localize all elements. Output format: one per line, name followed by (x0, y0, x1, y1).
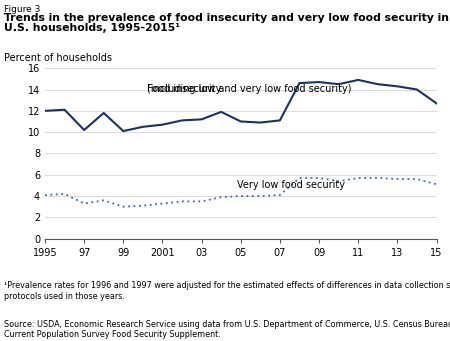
Text: (including low and very low food security): (including low and very low food securit… (147, 72, 351, 94)
Text: Figure 3: Figure 3 (4, 5, 41, 14)
Text: U.S. households, 1995-2015¹: U.S. households, 1995-2015¹ (4, 23, 180, 33)
Text: Trends in the prevalence of food insecurity and very low food security in: Trends in the prevalence of food insecur… (4, 13, 450, 23)
Text: Percent of households: Percent of households (4, 53, 112, 63)
Text: Food insecurity: Food insecurity (147, 84, 221, 94)
Text: Very low food security: Very low food security (237, 180, 345, 190)
Text: Source: USDA, Economic Research Service using data from U.S. Department of Comme: Source: USDA, Economic Research Service … (4, 320, 450, 339)
Text: ¹Prevalence rates for 1996 and 1997 were adjusted for the estimated effects of d: ¹Prevalence rates for 1996 and 1997 were… (4, 281, 450, 301)
